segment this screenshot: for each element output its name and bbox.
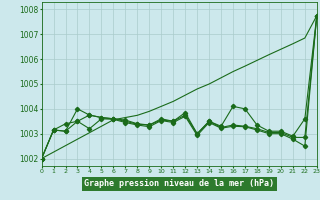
X-axis label: Graphe pression niveau de la mer (hPa): Graphe pression niveau de la mer (hPa) [84, 179, 274, 188]
